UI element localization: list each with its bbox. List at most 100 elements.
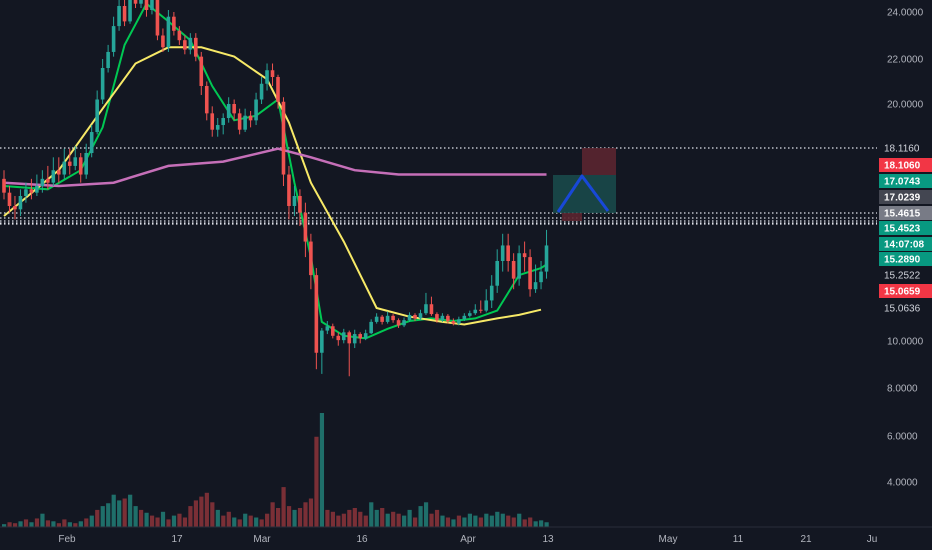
volume-bar <box>226 511 231 527</box>
candle-body <box>380 316 384 322</box>
x-tick-label: Apr <box>460 534 476 545</box>
volume-bar <box>385 513 390 527</box>
volume-bars <box>2 413 549 527</box>
x-tick-label: Feb <box>58 534 76 545</box>
candle-body <box>358 334 362 339</box>
volume-bar <box>500 513 505 527</box>
price-tag: 15.4615 <box>879 206 932 220</box>
volume-bar <box>221 515 226 527</box>
candle-body <box>331 326 335 336</box>
candle-body <box>391 315 395 321</box>
volume-bar <box>254 517 259 527</box>
y-tick-label: 22.0000 <box>887 55 924 66</box>
candle-body <box>232 104 236 114</box>
volume-bar <box>358 511 363 527</box>
volume-bar <box>434 509 440 527</box>
candle-body <box>62 161 67 175</box>
candle-body <box>89 132 94 153</box>
volume-bar <box>423 502 429 527</box>
price-tag-bg <box>879 221 932 235</box>
volume-bar <box>467 513 472 527</box>
candle-body <box>100 68 105 100</box>
volume-bar <box>40 513 45 527</box>
price-tag-bg <box>879 301 932 315</box>
volume-bar <box>56 523 61 527</box>
candle-body <box>347 332 352 344</box>
candle-body <box>369 321 373 334</box>
candle-body <box>2 178 6 193</box>
volume-bar <box>522 519 527 527</box>
price-tag: 17.0743 <box>879 174 932 188</box>
price-tag-label: 15.4523 <box>884 224 921 235</box>
volume-bar <box>489 515 494 527</box>
candle-body <box>254 99 258 121</box>
moving-average-line <box>3 2 548 340</box>
volume-bar <box>188 506 193 527</box>
price-tag-label: 15.4615 <box>884 209 921 220</box>
volume-bar <box>544 522 549 527</box>
volume-bar <box>23 519 29 527</box>
x-tick-label: May <box>659 534 678 545</box>
volume-bar <box>276 508 281 527</box>
volume-bar <box>347 509 352 527</box>
volume-bar <box>100 506 105 527</box>
candle-body <box>478 309 483 311</box>
candle-body <box>374 316 379 322</box>
volume-bar <box>111 494 116 527</box>
volume-bar <box>106 503 111 527</box>
volume-bar <box>495 511 500 527</box>
volume-bar <box>440 515 445 527</box>
candle-body <box>341 332 346 341</box>
candle-body <box>194 37 198 57</box>
volume-bar <box>506 515 511 527</box>
price-tag-label: 17.0239 <box>884 193 921 204</box>
x-tick-label: 16 <box>356 534 368 545</box>
price-tag-label: 18.1060 <box>884 161 921 172</box>
candle-body <box>314 275 319 353</box>
volume-bar <box>144 512 149 527</box>
candle-body <box>172 16 176 31</box>
volume-bar <box>292 509 297 527</box>
candle-body <box>139 0 143 4</box>
price-tag-label: 14:07:08 <box>884 240 924 251</box>
volume-bar <box>2 524 7 527</box>
volume-bar <box>18 521 23 527</box>
volume-bar <box>539 520 544 527</box>
price-tag-bg <box>879 190 932 204</box>
volume-bar <box>341 513 346 527</box>
candle-body <box>446 315 450 322</box>
candle-body <box>7 192 12 206</box>
candle-body <box>84 152 88 175</box>
volume-bar <box>314 436 319 527</box>
volume-bar <box>396 513 401 527</box>
price-tag: 15.4523 <box>879 221 932 235</box>
volume-bar <box>133 506 138 527</box>
price-tag: 15.0636 <box>879 301 932 315</box>
volume-bar <box>418 506 423 527</box>
price-tag-bg <box>879 141 932 155</box>
candle-body <box>67 161 72 166</box>
price-tag-label: 18.1160 <box>884 144 920 155</box>
candle-body <box>303 212 308 242</box>
candle-body <box>457 319 461 324</box>
stop-zone <box>582 148 616 175</box>
volume-bar <box>265 513 270 527</box>
candle-body <box>533 282 538 290</box>
volume-bar <box>456 515 462 527</box>
candle-body <box>155 0 160 36</box>
candle-body <box>413 314 417 319</box>
candle-body <box>325 326 330 331</box>
volume-bar <box>177 513 182 527</box>
candle-body <box>544 245 549 272</box>
candle-body <box>161 35 165 48</box>
volume-bar <box>478 517 483 527</box>
volume-bar <box>45 520 51 527</box>
candle-body <box>265 70 269 84</box>
volume-bar <box>232 517 237 527</box>
volume-bar <box>149 515 155 527</box>
candle-body <box>336 335 341 341</box>
candle-body <box>40 178 45 186</box>
candle-body <box>281 101 286 175</box>
volume-bar <box>533 521 538 527</box>
